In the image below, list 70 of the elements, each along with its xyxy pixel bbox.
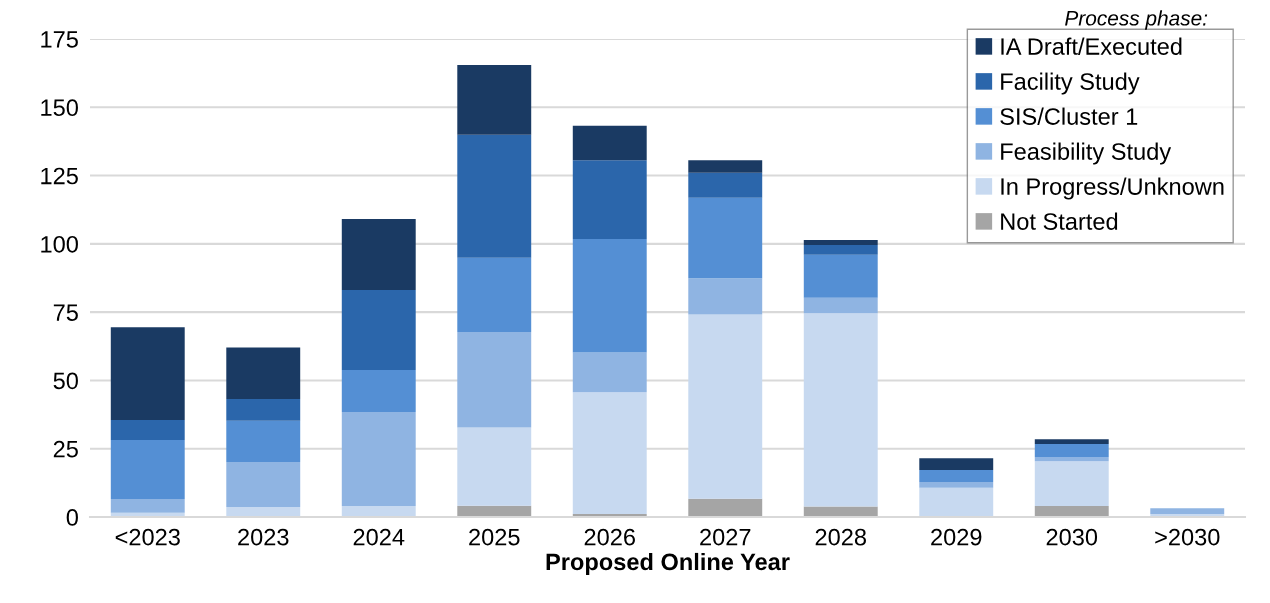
bar [688, 314, 763, 499]
legend-label: Feasibility Study [1001, 142, 1172, 165]
bar [341, 219, 416, 291]
x-axis-title: Proposed Online Year [546, 552, 790, 575]
bar [1150, 508, 1225, 514]
legend-label: IA Draft/Executed [1001, 37, 1182, 55]
bar [110, 420, 185, 440]
bar [226, 462, 301, 507]
bar [803, 240, 878, 245]
bar [457, 257, 532, 333]
y-tick-label: 25 [53, 440, 78, 458]
x-tick-label: <2023 [115, 528, 180, 546]
legend-label: SIS/Cluster 1 [1000, 107, 1138, 125]
bar [1034, 439, 1109, 445]
bar [226, 347, 301, 399]
legend-label: In Progress/Unknown [1001, 177, 1224, 200]
bar [803, 313, 878, 507]
bar [572, 125, 647, 161]
y-tick-label: 175 [41, 31, 78, 48]
legend-title: Process phase: [1065, 10, 1208, 30]
legend-label: Facility Study [1001, 72, 1140, 95]
bar [110, 327, 185, 421]
bar [919, 470, 994, 483]
bar [226, 399, 301, 421]
y-tick-label: 125 [41, 167, 78, 185]
y-tick-label: 150 [41, 99, 78, 117]
bar [341, 506, 416, 517]
bar [919, 458, 994, 471]
bar [1034, 456, 1109, 462]
bar [803, 297, 878, 314]
bar [457, 64, 532, 135]
x-tick-label: 2030 [1046, 528, 1098, 546]
x-tick-label: 2028 [815, 528, 866, 546]
bar [457, 134, 532, 258]
x-tick-label: 2027 [700, 528, 751, 546]
bar [803, 254, 878, 298]
bar [1034, 461, 1109, 507]
bar [341, 370, 416, 413]
bar [110, 498, 185, 513]
bar [110, 439, 185, 499]
bar [457, 427, 532, 506]
bar [572, 238, 647, 353]
x-tick-label: 2025 [469, 528, 520, 546]
bar [572, 392, 647, 514]
bar [457, 332, 532, 428]
bar [341, 412, 416, 507]
bar [919, 487, 994, 517]
y-tick-label: 0 [66, 509, 78, 526]
bar [688, 498, 763, 517]
legend-label: Not Started [1001, 212, 1118, 230]
bar [341, 290, 416, 371]
bar [688, 172, 763, 198]
bar [803, 244, 878, 255]
bar [919, 482, 994, 488]
bar [572, 352, 647, 393]
bar [226, 420, 301, 463]
bar [572, 160, 647, 239]
bar [688, 197, 763, 279]
y-tick-label: 75 [53, 304, 78, 321]
x-tick-label: 2029 [931, 528, 982, 546]
x-tick-label: 2023 [238, 528, 289, 546]
bar [688, 278, 763, 315]
x-tick-label: >2030 [1155, 528, 1220, 546]
y-tick-label: 50 [53, 372, 78, 390]
x-tick-label: 2026 [584, 528, 635, 546]
bar [688, 160, 763, 173]
bar [1034, 444, 1109, 457]
x-tick-label: 2024 [353, 528, 405, 546]
y-tick-label: 100 [41, 235, 78, 253]
bar [1034, 506, 1109, 517]
